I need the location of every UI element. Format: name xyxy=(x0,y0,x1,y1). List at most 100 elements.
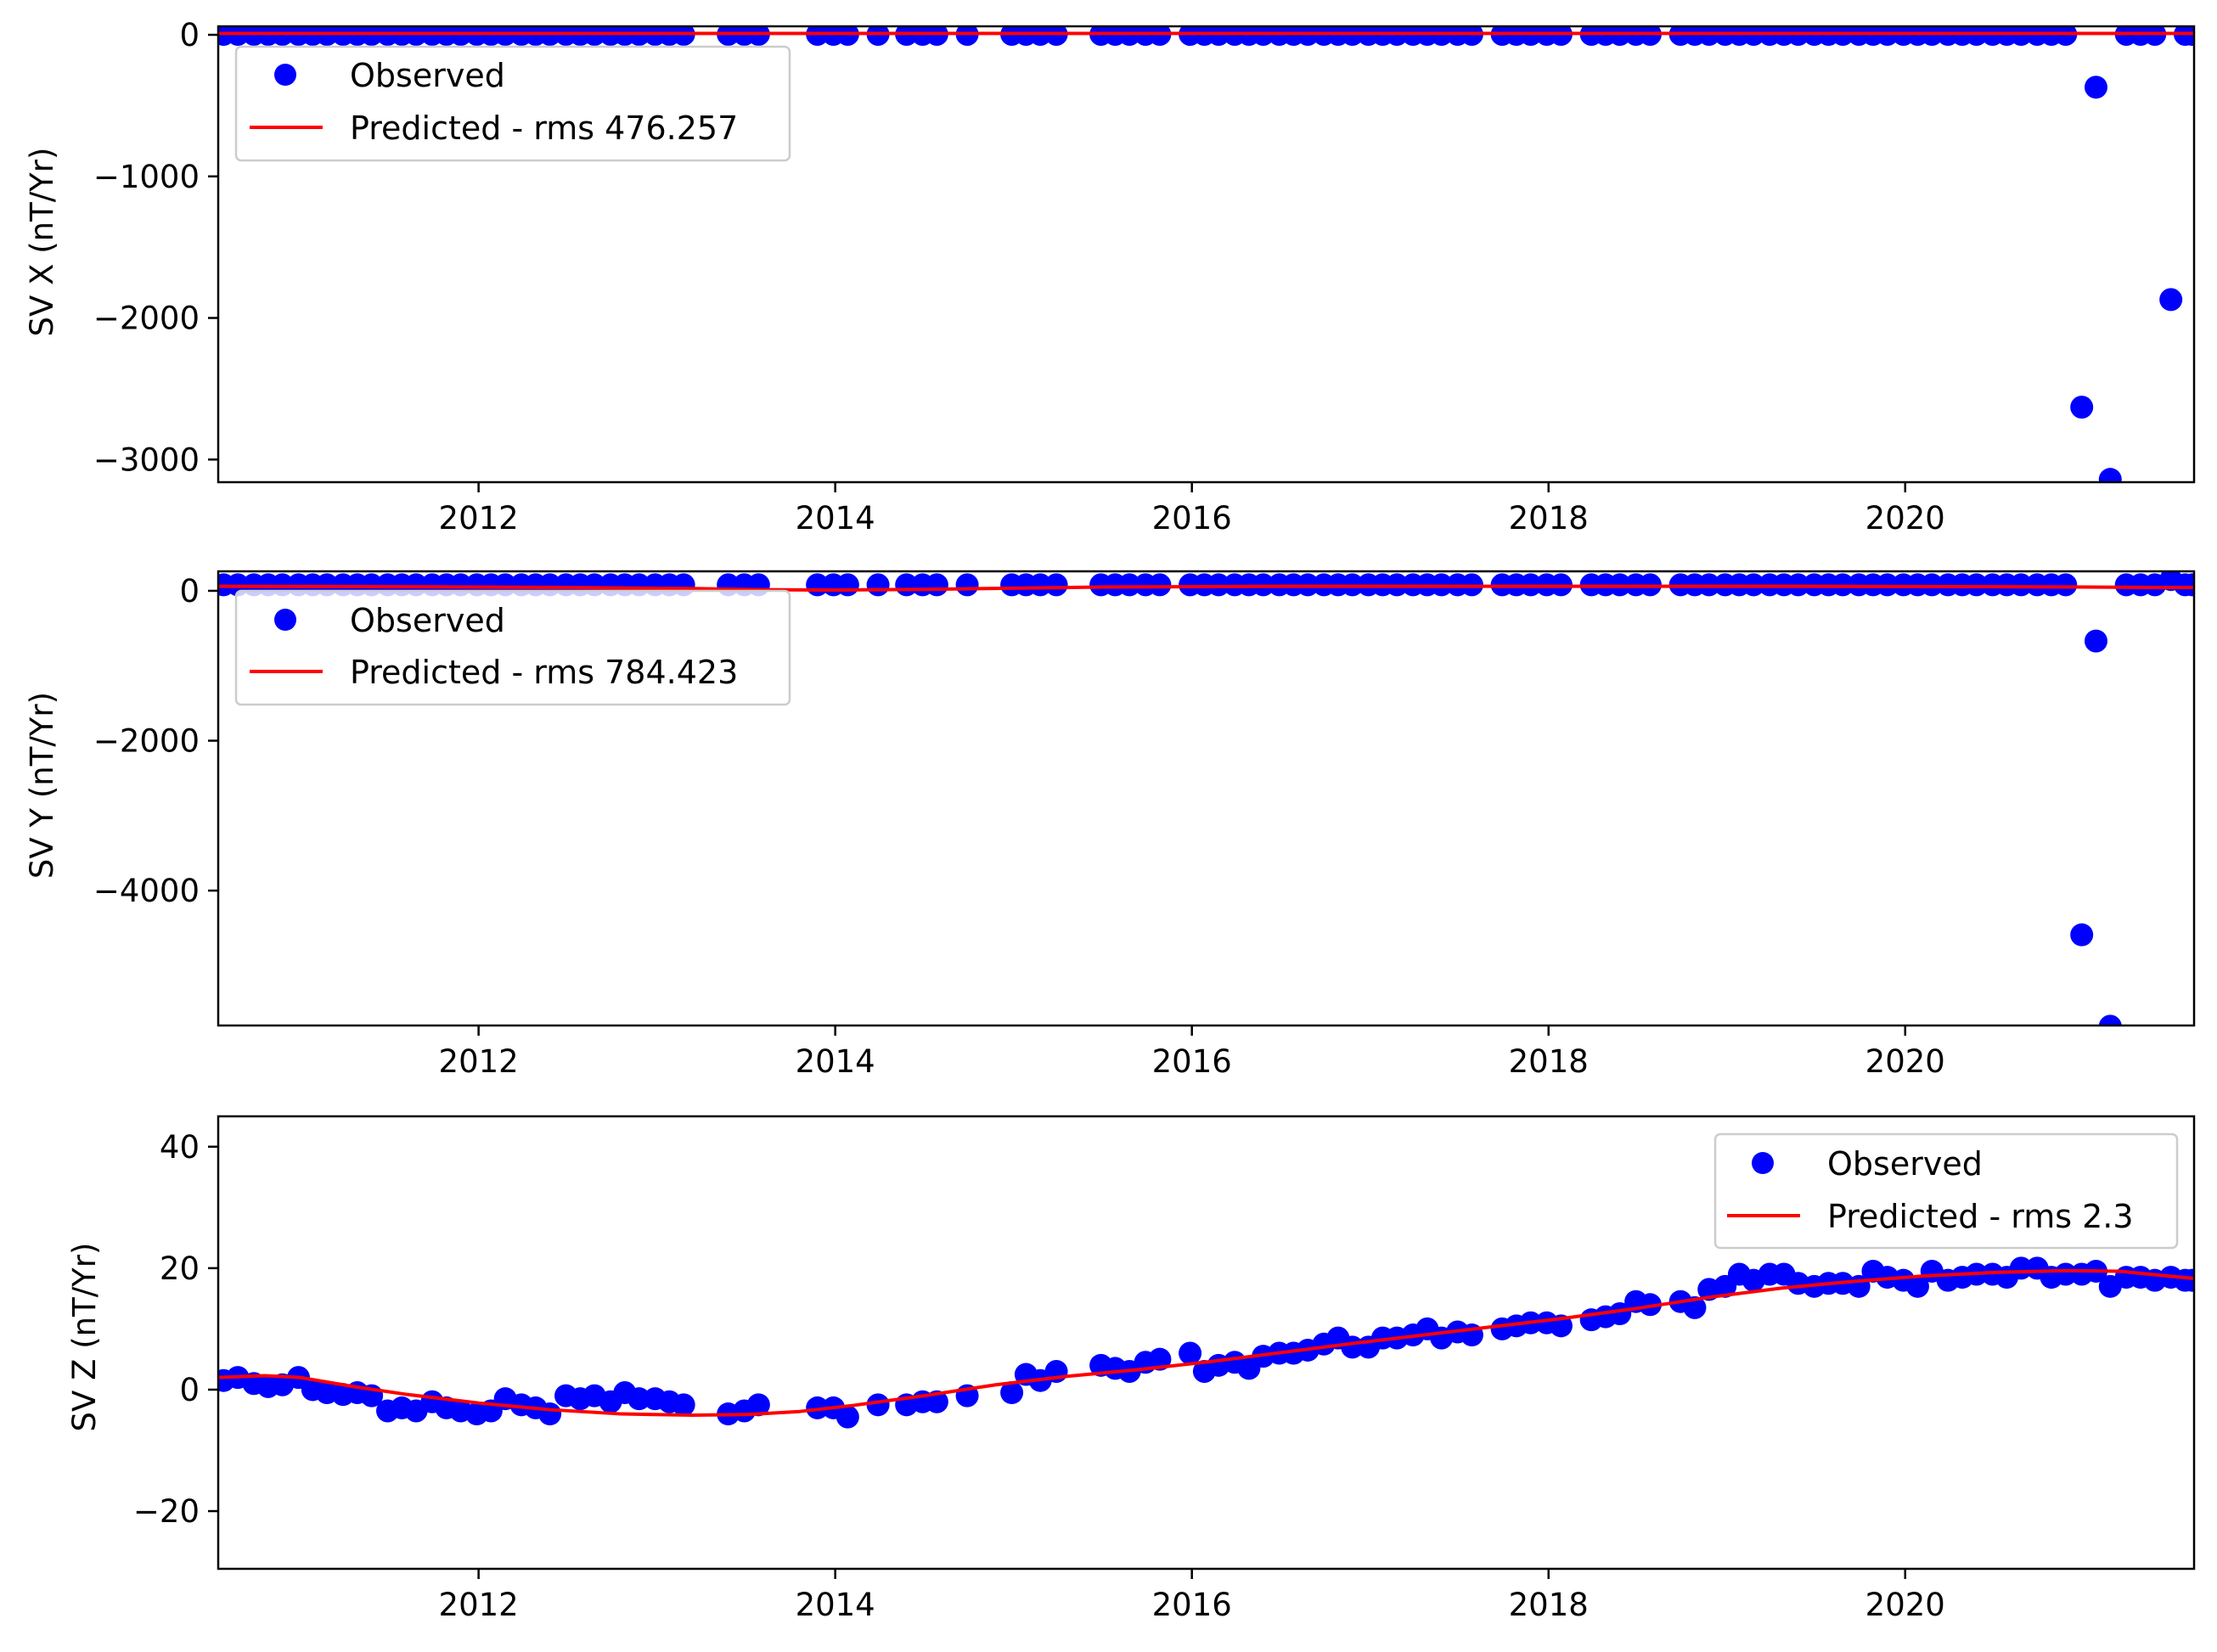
y-tick-label: −1000 xyxy=(93,159,200,195)
legend: Observed Predicted - rms 784.423 xyxy=(234,589,791,706)
x-tick-label: 2014 xyxy=(796,500,875,537)
observed-point xyxy=(1920,573,1944,597)
y-tick-label: 40 xyxy=(160,1129,200,1166)
legend-observed-label: Observed xyxy=(1827,1145,1983,1183)
y-tick-label: −4000 xyxy=(93,873,200,909)
observed-point xyxy=(1460,26,1483,47)
legend-predicted-label: Predicted - rms 476.257 xyxy=(350,110,738,147)
observed-point xyxy=(2143,26,2167,47)
observed-point xyxy=(1207,573,1230,597)
observed-point xyxy=(2009,573,2033,597)
axes-frame xyxy=(217,570,2196,1027)
y-tick-label: 0 xyxy=(179,1372,200,1408)
observed-point xyxy=(1000,1381,1024,1405)
predicted-line xyxy=(218,1268,2194,1417)
observed-point xyxy=(925,26,948,47)
observed-point xyxy=(1179,1341,1202,1365)
legend-observed-marker xyxy=(274,609,296,631)
observed-point xyxy=(866,1393,890,1417)
y-tick-label: −2000 xyxy=(93,301,200,337)
y-tick-label: 0 xyxy=(179,17,200,53)
axes-frame xyxy=(217,25,2196,484)
y-axis-title: SV Y (nT/Yr) xyxy=(24,692,60,879)
x-tick-label: 2020 xyxy=(1865,1587,1945,1623)
observed-point xyxy=(836,573,859,597)
legend-frame xyxy=(234,589,791,706)
legend-observed-label: Observed xyxy=(350,602,505,639)
x-tick-label: 2020 xyxy=(1865,1043,1945,1080)
legend-frame xyxy=(1713,1132,2179,1250)
observed-point xyxy=(2009,1256,2033,1280)
observed-point xyxy=(2070,396,2094,419)
plot-area xyxy=(218,26,2194,482)
observed-point xyxy=(746,1393,770,1417)
x-tick-label: 2012 xyxy=(439,500,519,537)
observed-point xyxy=(836,1405,859,1429)
predicted-line xyxy=(218,584,2194,593)
axes-frame xyxy=(217,1115,2196,1571)
observed-point xyxy=(2180,573,2194,597)
panel-sv-y: SV Y (nT/Yr) 2012 2014 2016 2018 2020 0 −2000 −… xyxy=(24,570,2196,1080)
observed-point xyxy=(538,1402,562,1426)
legend: Observed Predicted - rms 2.3 xyxy=(1713,1132,2179,1250)
observed-point xyxy=(1608,1302,1632,1326)
observed-point xyxy=(925,573,948,597)
observed-point xyxy=(1549,26,1573,47)
observed-point xyxy=(746,26,770,47)
observed-point xyxy=(866,573,890,597)
observed-point xyxy=(2180,1268,2194,1292)
x-tick-label: 2020 xyxy=(1865,500,1945,537)
x-tick-label: 2018 xyxy=(1509,500,1589,537)
observed-point xyxy=(672,26,695,47)
x-tick-label: 2018 xyxy=(1509,1043,1589,1080)
observed-point xyxy=(2054,1262,2078,1286)
y-axis-title: SV Z (nT/Yr) xyxy=(66,1243,103,1432)
observed-point xyxy=(866,26,890,47)
legend-predicted-label: Predicted - rms 784.423 xyxy=(350,654,738,691)
y-tick-label: 20 xyxy=(160,1250,200,1287)
observed-point xyxy=(2054,573,2078,597)
y-tick-label: −2000 xyxy=(93,723,200,760)
observed-point xyxy=(2084,629,2107,653)
legend-observed-label: Observed xyxy=(350,57,505,94)
observed-point xyxy=(2098,468,2122,482)
panel-sv-z: SV Z (nT/Yr) 2012 2014 2016 2018 2020 40 20 0 −2… xyxy=(66,1115,2196,1623)
observed-point xyxy=(627,1387,651,1411)
observed-point xyxy=(2054,26,2078,47)
observed-point xyxy=(2084,76,2107,99)
observed-point xyxy=(672,1393,695,1417)
x-tick-label: 2018 xyxy=(1509,1587,1589,1623)
observed-point xyxy=(1117,573,1141,597)
y-tick-label: −3000 xyxy=(93,441,200,478)
y-tick-label: 0 xyxy=(179,573,200,610)
observed-point xyxy=(1148,26,1172,47)
legend-observed-marker xyxy=(1752,1152,1774,1174)
observed-point xyxy=(2159,288,2183,312)
x-tick-label: 2016 xyxy=(1152,1043,1232,1080)
observed-point xyxy=(1148,573,1172,597)
legend-predicted-label: Predicted - rms 2.3 xyxy=(1827,1198,2134,1235)
x-tick-label: 2016 xyxy=(1152,1587,1232,1623)
observed-point xyxy=(955,26,979,47)
legend-observed-marker xyxy=(274,64,296,86)
x-tick-label: 2012 xyxy=(439,1043,519,1080)
observed-point xyxy=(2098,1014,2122,1025)
observed-point xyxy=(1905,1274,1929,1298)
observed-point xyxy=(1044,573,1068,597)
x-tick-label: 2012 xyxy=(439,1587,519,1623)
observed-point xyxy=(955,573,979,597)
observed-point xyxy=(1028,573,1052,597)
legend-frame xyxy=(234,45,791,162)
y-tick-label: −20 xyxy=(133,1493,200,1530)
observed-point xyxy=(1965,573,1989,597)
observed-point xyxy=(1638,1293,1662,1317)
y-axis-title: SV X (nT/Yr) xyxy=(24,148,60,337)
observed-point xyxy=(1044,26,1068,47)
panel-sv-x: SV X (nT/Yr) 2012 2014 2016 2018 2020 0 −1000 −… xyxy=(24,17,2196,537)
observed-point xyxy=(2180,26,2194,47)
legend: Observed Predicted - rms 476.257 xyxy=(234,45,791,162)
x-tick-label: 2014 xyxy=(796,1587,875,1623)
x-tick-label: 2014 xyxy=(796,1043,875,1080)
observed-point xyxy=(1638,26,1662,47)
